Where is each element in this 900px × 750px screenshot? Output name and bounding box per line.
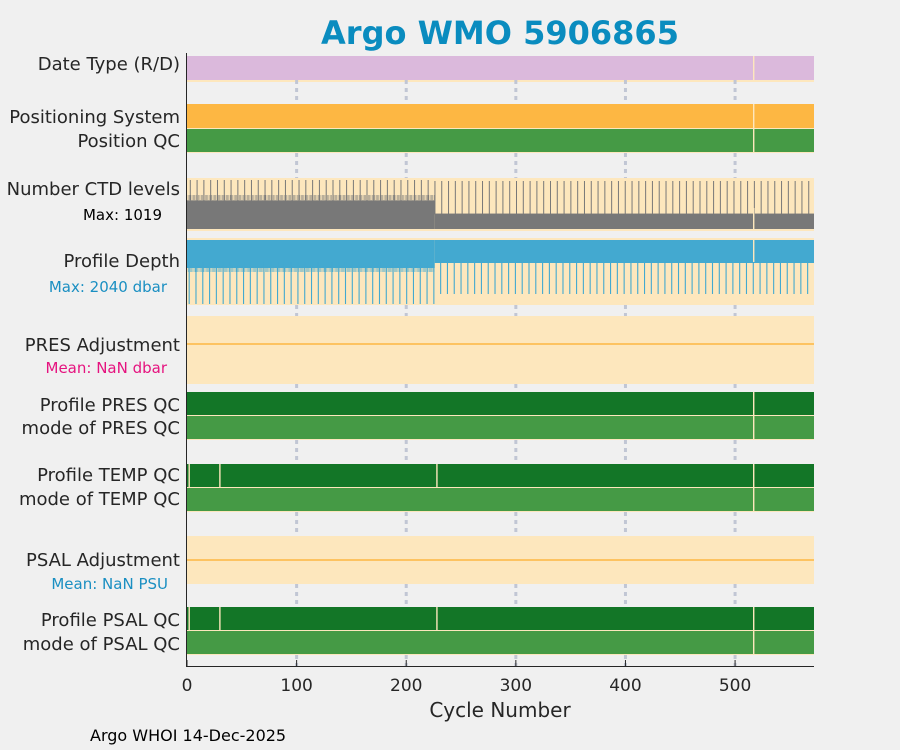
row-label-psaladj: PSAL Adjustment [26, 550, 180, 571]
psal-qc-bar [187, 607, 814, 630]
ctd-levels-after [434, 213, 814, 229]
psal-mode-bar [187, 631, 814, 654]
row-sublabel-presadj: Mean: NaN dbar [46, 359, 168, 377]
row-label-possys: Positioning System [9, 107, 180, 128]
ctd-levels-before [187, 200, 435, 229]
x-tick-label: 400 [609, 676, 641, 696]
row-sublabel-psaladj: Mean: NaN PSU [51, 575, 168, 593]
row-label-tempmode: mode of TEMP QC [19, 489, 180, 510]
x-tick-label: 100 [280, 676, 312, 696]
date-type-bar [187, 56, 814, 80]
row-label-tempqc: Profile TEMP QC [37, 465, 180, 486]
depth-bar-before [187, 240, 435, 268]
row-label-presmode: mode of PRES QC [22, 418, 180, 439]
chart-title: Argo WMO 5906865 [321, 14, 679, 52]
pres-mode-bar [187, 416, 814, 439]
pres-qc-bar [187, 392, 814, 415]
row-label-presqc: Profile PRES QC [40, 395, 180, 416]
row-sublabel-depth: Max: 2040 dbar [49, 278, 168, 296]
x-axis-label: Cycle Number [429, 698, 571, 722]
x-tick-label: 500 [719, 676, 751, 696]
temp-mode-bar [187, 488, 814, 511]
row-label-psalqc: Profile PSAL QC [41, 610, 180, 631]
row-label-depth: Profile Depth [63, 251, 180, 272]
x-tick-label: 0 [182, 676, 193, 696]
depth-bar-after [434, 240, 814, 263]
positioning-bar [187, 104, 814, 128]
x-tick-label: 200 [390, 676, 422, 696]
row-label-psalmode: mode of PSAL QC [23, 634, 180, 655]
footer-text: Argo WHOI 14-Dec-2025 [90, 726, 286, 745]
temp-qc-bar [187, 464, 814, 487]
row-sublabel-ctd: Max: 1019 [83, 206, 162, 224]
row-label-posqc: Position QC [77, 131, 180, 152]
panel-bg-4 [187, 316, 814, 384]
row-label-presadj: PRES Adjustment [25, 335, 180, 356]
x-tick-label: 300 [500, 676, 532, 696]
position-qc-bar [187, 129, 814, 152]
row-label-ctd: Number CTD levels [7, 179, 180, 200]
row-label-datetype: Date Type (R/D) [38, 54, 180, 75]
